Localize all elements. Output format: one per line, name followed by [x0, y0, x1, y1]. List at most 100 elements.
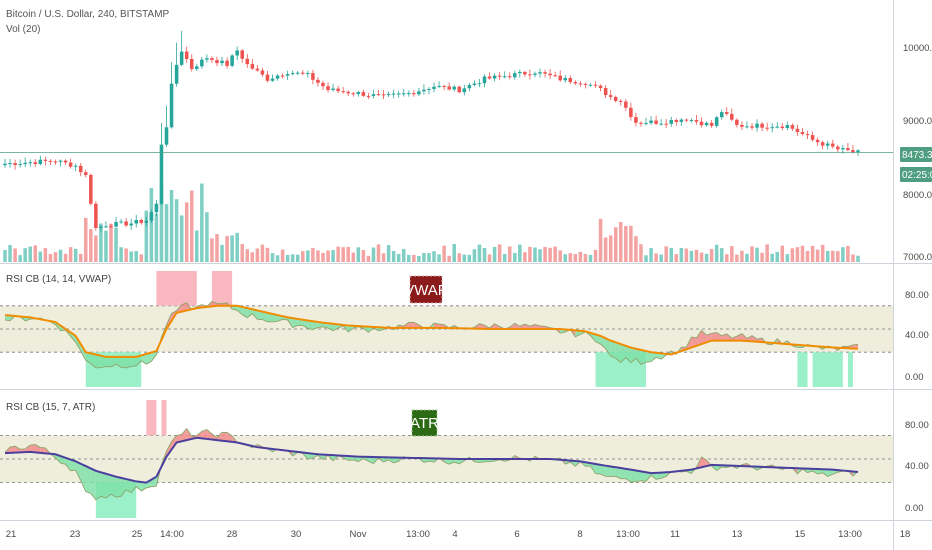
- volume-bar: [174, 199, 179, 262]
- rsi-vwap-oversold-zone: [812, 352, 843, 387]
- volume-bar: [553, 246, 557, 262]
- vwap-y-tick-2: 0.00: [905, 372, 924, 383]
- volume-bar: [573, 253, 578, 262]
- candle-body: [280, 75, 285, 77]
- price-axis[interactable]: 10000.00 9000.00 8000.00 7000.00 8473.32…: [900, 43, 932, 514]
- candle-body: [467, 84, 472, 89]
- candle-body: [129, 223, 133, 226]
- candle-body: [613, 96, 618, 101]
- rsi-atr-cloud: [171, 435, 177, 450]
- candle-body: [38, 159, 43, 165]
- rsi-atr-cloud: [812, 468, 818, 475]
- rsi-vwap-cloud: [262, 311, 268, 322]
- rsi-vwap-cloud: [151, 351, 157, 362]
- rsi-vwap-cloud: [434, 323, 440, 328]
- rsi-vwap-cloud: [615, 342, 621, 363]
- volume-bar: [482, 248, 487, 262]
- volume-bar: [195, 230, 199, 262]
- volume-bar: [624, 226, 628, 262]
- volume-bar: [311, 247, 315, 262]
- candle-body: [836, 146, 840, 150]
- volume-bar: [245, 249, 250, 262]
- volume-bar: [820, 244, 825, 262]
- volume-bar: [740, 250, 744, 262]
- rsi-vwap-cloud: [146, 352, 152, 365]
- candle-body: [598, 85, 603, 89]
- candle-body: [73, 165, 78, 167]
- vwap-y-tick-1: 40.00: [905, 330, 929, 341]
- rsi-vwap-overbought-zone: [156, 271, 197, 306]
- volume-bar: [634, 236, 638, 262]
- volume-bar: [851, 254, 855, 262]
- candle-body: [189, 58, 194, 70]
- volume-bar: [568, 253, 573, 262]
- rsi-atr-cloud: [166, 441, 172, 457]
- volume-bar: [836, 251, 840, 262]
- rsi-vwap-pane[interactable]: RSI CB (14, 14, VWAP) VWAP: [0, 271, 893, 387]
- candle-body: [154, 203, 159, 213]
- rsi-vwap-overbought-zone: [211, 271, 233, 306]
- rsi-vwap-cloud: [121, 356, 127, 368]
- candle-body: [518, 71, 522, 74]
- candle-body: [386, 94, 391, 96]
- volume-bar: [240, 244, 244, 262]
- volume-bar: [401, 248, 406, 262]
- candle-body: [23, 162, 27, 165]
- volume-bar: [104, 230, 108, 262]
- candle-body: [159, 144, 164, 204]
- rsi-atr-pane[interactable]: RSI CB (15, 7, ATR) ATR: [0, 400, 893, 518]
- candle-body: [462, 88, 467, 93]
- candle-body: [684, 119, 689, 121]
- rsi-vwap-cloud: [635, 348, 641, 365]
- candle-body: [725, 112, 729, 114]
- rsi-atr-cloud: [444, 458, 450, 465]
- candle-body: [58, 160, 63, 162]
- rsi-vwap-cloud: [413, 322, 419, 328]
- candle-body: [830, 143, 835, 147]
- vwap-tag: VWAP: [404, 282, 448, 299]
- candle-body: [422, 89, 426, 92]
- rsi-vwap-cloud: [307, 320, 313, 330]
- candle-body: [200, 59, 204, 67]
- rsi-vwap-cloud: [95, 354, 101, 368]
- candle-body: [533, 73, 537, 75]
- volume-bar: [649, 248, 653, 262]
- candle-body: [694, 119, 699, 122]
- volume-bar: [225, 236, 229, 262]
- rsi-vwap-cloud: [651, 352, 657, 362]
- main-y-tick-3: 7000.00: [903, 252, 932, 263]
- rsi-atr-cloud: [65, 457, 71, 471]
- volume-bar: [800, 245, 805, 262]
- x-tick-3: 14:00: [160, 529, 184, 540]
- rsi-atr-cloud: [454, 458, 460, 464]
- x-tick-0: 21: [6, 529, 17, 540]
- volume-bar: [507, 246, 512, 262]
- candle-body: [124, 221, 128, 226]
- volume-bar: [169, 190, 174, 262]
- candle-body: [149, 212, 154, 221]
- candle-body: [270, 78, 275, 81]
- main-candles: [3, 30, 860, 232]
- volume-bar: [775, 251, 780, 262]
- rsi-vwap-cloud: [272, 313, 278, 322]
- volume-bar: [53, 252, 58, 262]
- rsi-vwap-cloud: [736, 333, 742, 341]
- volume-bar: [745, 253, 749, 262]
- atr-y-tick-2: 0.00: [905, 503, 924, 514]
- countdown-value: 02:25:00: [902, 170, 932, 181]
- main-pane[interactable]: Bitcoin / U.S. Dollar, 240, BITSTAMP Vol…: [0, 9, 893, 262]
- rsi-vwap-cloud: [524, 324, 530, 329]
- rsi-vwap-cloud: [610, 340, 616, 359]
- candle-body: [63, 160, 68, 163]
- volume-bar: [704, 253, 709, 262]
- volume-bar: [593, 249, 598, 262]
- volume-bar: [189, 190, 194, 262]
- rsi-atr-cloud: [100, 472, 106, 499]
- candle-body: [412, 93, 416, 95]
- candle-body: [457, 86, 462, 93]
- time-axis[interactable]: 21 23 25 14:00 28 30 Nov 13:00 4 6 8 13:00 11 13 15 13:…: [6, 529, 911, 540]
- rsi-atr-cloud: [196, 431, 202, 439]
- rsi-vwap-cloud: [605, 338, 611, 357]
- rsi-vwap-cloud: [731, 336, 737, 341]
